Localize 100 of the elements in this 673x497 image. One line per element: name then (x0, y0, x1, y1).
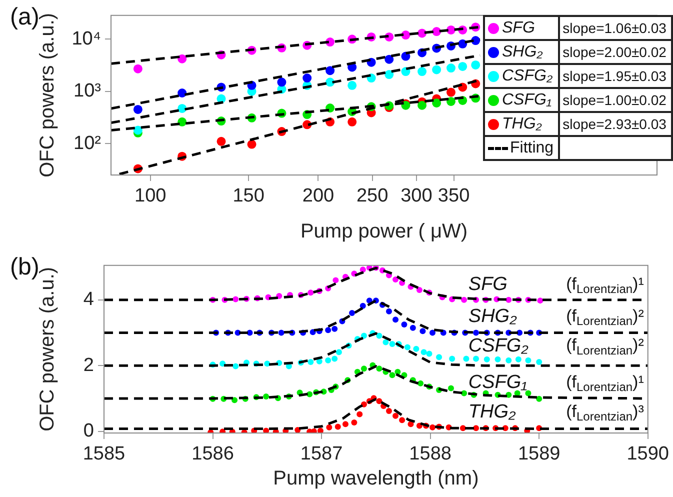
point (449, 356, 456, 362)
series-label: SFG (468, 274, 508, 295)
point (410, 324, 416, 331)
point (463, 356, 470, 362)
point (332, 326, 338, 332)
point (356, 411, 363, 418)
point (460, 425, 466, 432)
y-axis-title: OFC powers (a.u.) (36, 266, 59, 432)
series-label: SHG₂ (468, 306, 518, 328)
point (404, 344, 410, 350)
point (418, 380, 424, 386)
point (392, 276, 399, 283)
point (382, 339, 389, 346)
point (376, 366, 382, 372)
point (316, 358, 322, 364)
y-tick-label: 4 (83, 289, 94, 310)
x-tick-label: 1590 (626, 444, 670, 465)
point (336, 349, 342, 356)
point (420, 328, 426, 334)
point (506, 392, 512, 398)
point (308, 359, 314, 366)
legend-label: Fitting (510, 139, 554, 156)
point (386, 408, 392, 414)
legend-label: SFG (502, 19, 535, 36)
point (317, 428, 324, 433)
x-axis-title: Pump wavelength (nm) (273, 468, 479, 490)
point (334, 424, 341, 430)
point (386, 308, 392, 314)
series-label: CSFG₂ (468, 335, 530, 356)
point (473, 330, 480, 336)
chart-title: (b) (10, 254, 40, 281)
point (389, 340, 396, 347)
annotation: slope=1.06±0.03 (558, 16, 672, 40)
point (506, 296, 512, 303)
x-tick-label: 1586 (192, 444, 234, 465)
annotation: slope=2.00±0.02 (558, 40, 672, 64)
chart-title: (a) (10, 4, 40, 31)
point (389, 372, 396, 378)
point (536, 396, 542, 402)
series-label: THG₂ (468, 401, 516, 422)
series-label: CSFG₁ (468, 372, 528, 394)
y-tick-label: 0 (83, 420, 94, 442)
point (416, 287, 422, 294)
legend-label: SHG₂ (502, 43, 543, 60)
x-tick-label: 1589 (518, 444, 560, 465)
y-tick-label: 10³ (74, 80, 101, 102)
point (484, 356, 490, 362)
y-tick-label: 2 (83, 354, 94, 376)
point (376, 332, 382, 339)
point (264, 360, 270, 367)
point (429, 424, 436, 430)
point (351, 419, 358, 426)
point (342, 421, 348, 428)
point (263, 428, 270, 433)
point (537, 298, 544, 304)
point (263, 394, 270, 400)
point (308, 290, 314, 296)
x-tick-label: 200 (302, 186, 334, 207)
point (399, 417, 406, 424)
x-tick-label: 350 (438, 186, 470, 207)
point (326, 424, 332, 430)
point (220, 360, 226, 367)
point (473, 356, 480, 362)
point (420, 349, 427, 356)
point (473, 425, 480, 432)
annotation: slope=1.00±0.02 (558, 88, 672, 112)
point (461, 296, 468, 303)
legend-label: CSFG₁ (502, 91, 552, 108)
legend-label: CSFG₂ (502, 67, 553, 84)
point (426, 350, 432, 357)
x-tick-label: 250 (356, 186, 388, 207)
x-tick-label: 1588 (409, 444, 452, 465)
point (360, 401, 367, 408)
point (401, 322, 408, 328)
point (232, 363, 239, 370)
y-axis-title: OFC powers (a.u.) (36, 12, 59, 178)
annotation: slope=1.95±0.03 (558, 64, 672, 88)
x-tick-label: 1585 (82, 444, 126, 465)
point (515, 356, 522, 362)
point (360, 332, 367, 339)
annotation: slope=2.93±0.03 (558, 112, 672, 136)
point (536, 359, 542, 366)
point (392, 412, 399, 419)
point (392, 316, 399, 323)
point (429, 330, 436, 336)
x-axis-title: Pump power ( μW) (300, 220, 468, 243)
x-tick-label: 300 (400, 186, 432, 207)
point (232, 397, 238, 404)
point (360, 366, 367, 372)
point (349, 310, 356, 316)
point (448, 385, 454, 392)
point (436, 354, 442, 360)
point (525, 390, 532, 396)
point (494, 356, 501, 362)
point (413, 346, 420, 352)
point (325, 327, 332, 334)
x-tick-label: 1587 (300, 444, 343, 465)
point (525, 357, 532, 364)
point (332, 277, 339, 284)
point (506, 357, 512, 364)
